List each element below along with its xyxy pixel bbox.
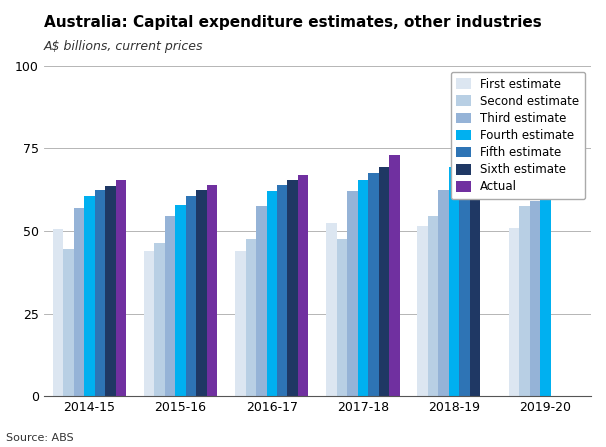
Bar bbox=[186, 196, 196, 396]
Bar bbox=[235, 251, 245, 396]
Text: Australia: Capital expenditure estimates, other industries: Australia: Capital expenditure estimates… bbox=[44, 15, 542, 30]
Bar bbox=[439, 190, 449, 396]
Bar bbox=[105, 186, 116, 396]
Bar bbox=[326, 223, 337, 396]
Bar bbox=[519, 207, 530, 396]
Text: Source: ABS: Source: ABS bbox=[6, 433, 74, 443]
Bar bbox=[53, 229, 63, 396]
Bar bbox=[256, 207, 267, 396]
Bar bbox=[267, 191, 277, 396]
Bar bbox=[470, 150, 481, 396]
Bar bbox=[368, 173, 379, 396]
Bar bbox=[337, 239, 347, 396]
Bar bbox=[540, 181, 551, 396]
Bar bbox=[298, 175, 308, 396]
Bar bbox=[287, 180, 298, 396]
Bar bbox=[449, 167, 459, 396]
Bar bbox=[73, 208, 84, 396]
Bar bbox=[389, 155, 400, 396]
Bar bbox=[428, 216, 439, 396]
Legend: First estimate, Second estimate, Third estimate, Fourth estimate, Fifth estimate: First estimate, Second estimate, Third e… bbox=[450, 72, 585, 199]
Bar bbox=[175, 205, 186, 396]
Bar bbox=[508, 228, 519, 396]
Bar bbox=[84, 196, 95, 396]
Bar bbox=[196, 190, 207, 396]
Bar bbox=[459, 158, 470, 396]
Text: A$ billions, current prices: A$ billions, current prices bbox=[44, 40, 203, 53]
Bar bbox=[63, 249, 73, 396]
Bar bbox=[418, 226, 428, 396]
Bar bbox=[155, 243, 165, 396]
Bar bbox=[165, 216, 175, 396]
Bar bbox=[116, 180, 126, 396]
Bar bbox=[530, 201, 540, 396]
Bar bbox=[358, 180, 368, 396]
Bar bbox=[144, 251, 155, 396]
Bar bbox=[95, 190, 105, 396]
Bar bbox=[207, 185, 218, 396]
Bar bbox=[347, 191, 358, 396]
Bar bbox=[379, 167, 389, 396]
Bar bbox=[245, 239, 256, 396]
Bar bbox=[277, 185, 287, 396]
